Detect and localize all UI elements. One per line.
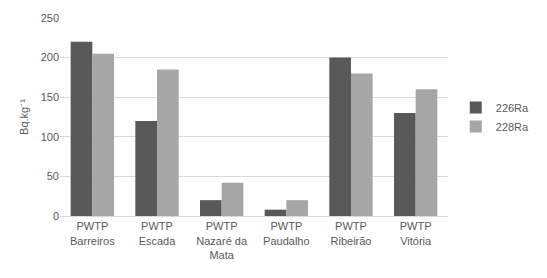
svg-text:226Ra: 226Ra (496, 102, 529, 114)
svg-text:Bq.kg⁻¹: Bq.kg⁻¹ (18, 99, 30, 135)
svg-text:PWTPRibeirão: PWTPRibeirão (331, 220, 372, 246)
svg-text:PWTPBarreiros: PWTPBarreiros (70, 220, 115, 246)
svg-text:250: 250 (41, 12, 59, 24)
svg-text:228Ra: 228Ra (496, 121, 529, 133)
svg-text:PWTPVitória: PWTPVitória (400, 220, 432, 246)
svg-text:PWTPPaudalho: PWTPPaudalho (263, 220, 310, 246)
svg-text:PWTPEscada: PWTPEscada (139, 220, 177, 246)
svg-text:100: 100 (41, 131, 59, 143)
svg-text:50: 50 (47, 170, 59, 182)
svg-text:PWTPNazaré daMata: PWTPNazaré daMata (196, 220, 248, 261)
svg-text:150: 150 (41, 91, 59, 103)
svg-text:0: 0 (53, 210, 59, 222)
svg-text:200: 200 (41, 51, 59, 63)
